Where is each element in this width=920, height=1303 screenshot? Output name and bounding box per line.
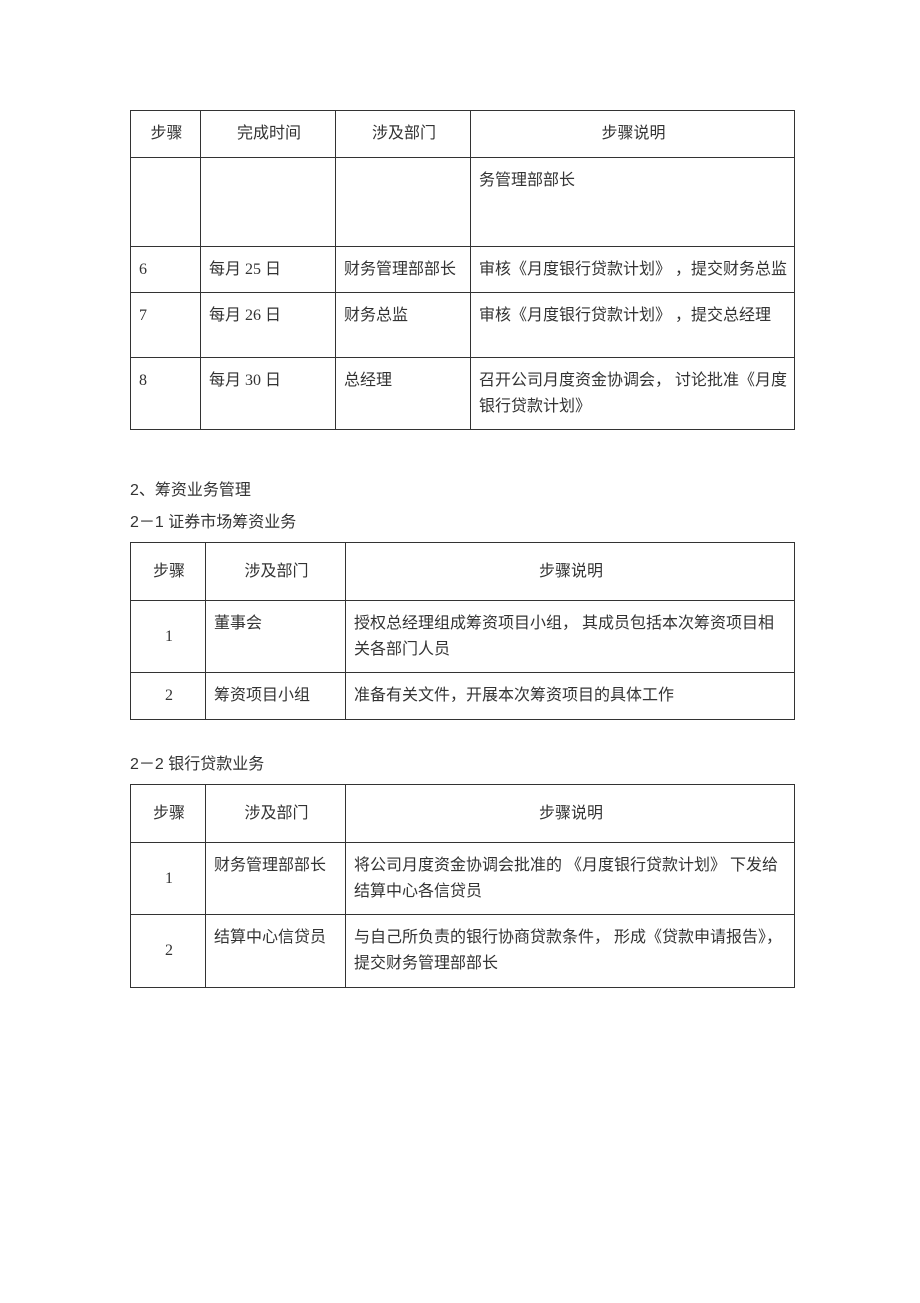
cell-desc: 与自己所负责的银行协商贷款条件， 形成《贷款申请报告》，提交财务管理部部长 [346, 915, 795, 987]
col-step: 步骤 [131, 542, 206, 601]
col-time: 完成时间 [201, 111, 336, 158]
cell-desc: 审核《月度银行贷款计划》 ，提交总经理 [471, 293, 795, 358]
cell-dept: 总经理 [336, 358, 471, 430]
table-row: 务管理部部长 [131, 157, 795, 246]
cell-step: 1 [131, 843, 206, 915]
document-page: 步骤 完成时间 涉及部门 步骤说明 务管理部部长 6 每月 25 日 财务管理部… [0, 0, 920, 1068]
table-row: 1 财务管理部部长 将公司月度资金协调会批准的 《月度银行贷款计划》 下发给结算… [131, 843, 795, 915]
table-schedule: 步骤 完成时间 涉及部门 步骤说明 务管理部部长 6 每月 25 日 财务管理部… [130, 110, 795, 430]
cell-dept: 财务管理部部长 [336, 246, 471, 293]
cell-desc: 务管理部部长 [471, 157, 795, 246]
cell-time: 每月 25 日 [201, 246, 336, 293]
cell-dept: 财务总监 [336, 293, 471, 358]
table-row: 8 每月 30 日 总经理 召开公司月度资金协调会， 讨论批准《月度银行贷款计划… [131, 358, 795, 430]
table-row: 2 结算中心信贷员 与自己所负责的银行协商贷款条件， 形成《贷款申请报告》，提交… [131, 915, 795, 987]
col-desc: 步骤说明 [346, 784, 795, 843]
table-row: 7 每月 26 日 财务总监 审核《月度银行贷款计划》 ，提交总经理 [131, 293, 795, 358]
section-2-title: 2、筹资业务管理 [130, 478, 795, 504]
cell-step [131, 157, 201, 246]
section-2-2-title: 2－2 银行贷款业务 [130, 752, 795, 778]
cell-dept: 董事会 [206, 601, 346, 673]
cell-dept: 筹资项目小组 [206, 673, 346, 720]
cell-step: 8 [131, 358, 201, 430]
table-header-row: 步骤 完成时间 涉及部门 步骤说明 [131, 111, 795, 158]
cell-time [201, 157, 336, 246]
cell-time: 每月 30 日 [201, 358, 336, 430]
cell-desc: 授权总经理组成筹资项目小组， 其成员包括本次筹资项目相关各部门人员 [346, 601, 795, 673]
cell-step: 2 [131, 673, 206, 720]
section-2-1-title: 2－1 证券市场筹资业务 [130, 510, 795, 536]
cell-dept: 结算中心信贷员 [206, 915, 346, 987]
cell-dept [336, 157, 471, 246]
table-2-1: 步骤 涉及部门 步骤说明 1 董事会 授权总经理组成筹资项目小组， 其成员包括本… [130, 542, 795, 720]
col-step: 步骤 [131, 784, 206, 843]
table-row: 2 筹资项目小组 准备有关文件，开展本次筹资项目的具体工作 [131, 673, 795, 720]
table-header-row: 步骤 涉及部门 步骤说明 [131, 784, 795, 843]
col-dept: 涉及部门 [336, 111, 471, 158]
cell-step: 1 [131, 601, 206, 673]
table-header-row: 步骤 涉及部门 步骤说明 [131, 542, 795, 601]
table-2-2: 步骤 涉及部门 步骤说明 1 财务管理部部长 将公司月度资金协调会批准的 《月度… [130, 784, 795, 988]
col-desc: 步骤说明 [471, 111, 795, 158]
col-dept: 涉及部门 [206, 542, 346, 601]
cell-time: 每月 26 日 [201, 293, 336, 358]
cell-step: 2 [131, 915, 206, 987]
cell-desc: 准备有关文件，开展本次筹资项目的具体工作 [346, 673, 795, 720]
cell-step: 6 [131, 246, 201, 293]
cell-desc: 召开公司月度资金协调会， 讨论批准《月度银行贷款计划》 [471, 358, 795, 430]
cell-step: 7 [131, 293, 201, 358]
cell-dept: 财务管理部部长 [206, 843, 346, 915]
table-row: 6 每月 25 日 财务管理部部长 审核《月度银行贷款计划》 ，提交财务总监 [131, 246, 795, 293]
cell-desc: 审核《月度银行贷款计划》 ，提交财务总监 [471, 246, 795, 293]
col-desc: 步骤说明 [346, 542, 795, 601]
col-dept: 涉及部门 [206, 784, 346, 843]
cell-desc: 将公司月度资金协调会批准的 《月度银行贷款计划》 下发给结算中心各信贷员 [346, 843, 795, 915]
col-step: 步骤 [131, 111, 201, 158]
table-row: 1 董事会 授权总经理组成筹资项目小组， 其成员包括本次筹资项目相关各部门人员 [131, 601, 795, 673]
